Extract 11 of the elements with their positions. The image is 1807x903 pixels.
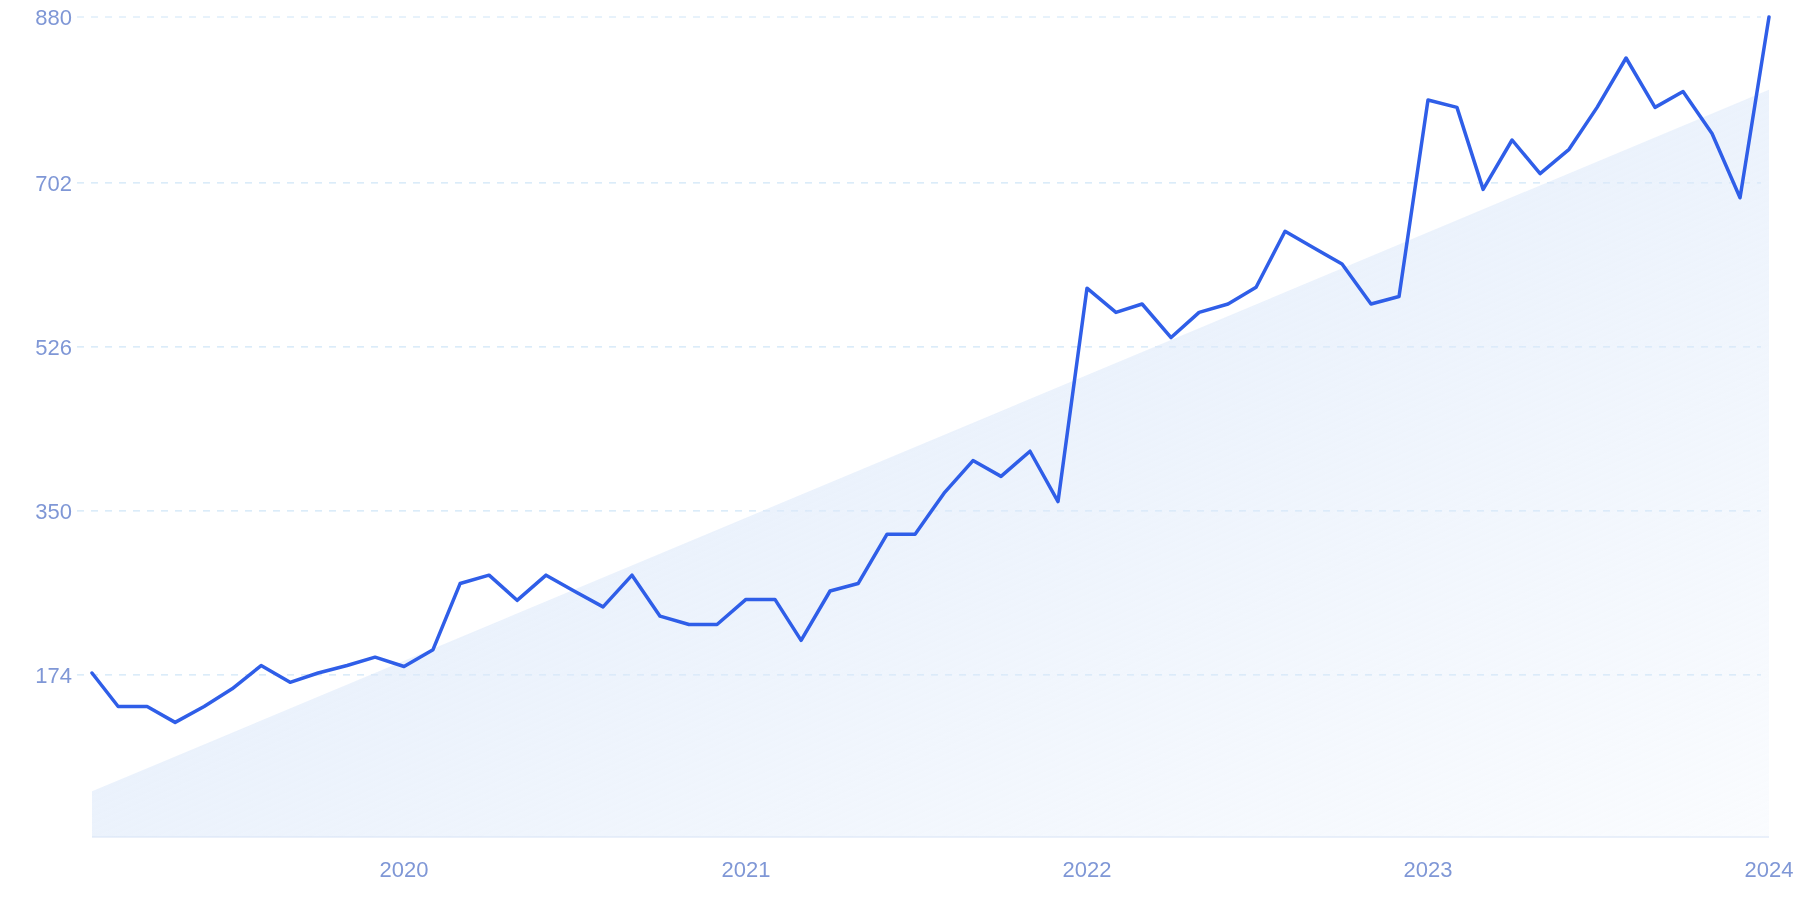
y-tick-label: 350: [35, 498, 72, 524]
x-tick-label: 2020: [379, 857, 429, 882]
x-tick-label: 2021: [721, 857, 771, 882]
x-tick-label: 2024: [1744, 857, 1794, 882]
x-tick-label: 2023: [1403, 857, 1453, 882]
y-tick-label: 174: [35, 662, 72, 688]
line-series: [90, 15, 1771, 725]
y-tick-label: 702: [35, 170, 72, 196]
y-tick-label: 526: [35, 334, 72, 360]
x-tick-label: 2022: [1062, 857, 1112, 882]
y-tick-label: 880: [35, 4, 72, 30]
